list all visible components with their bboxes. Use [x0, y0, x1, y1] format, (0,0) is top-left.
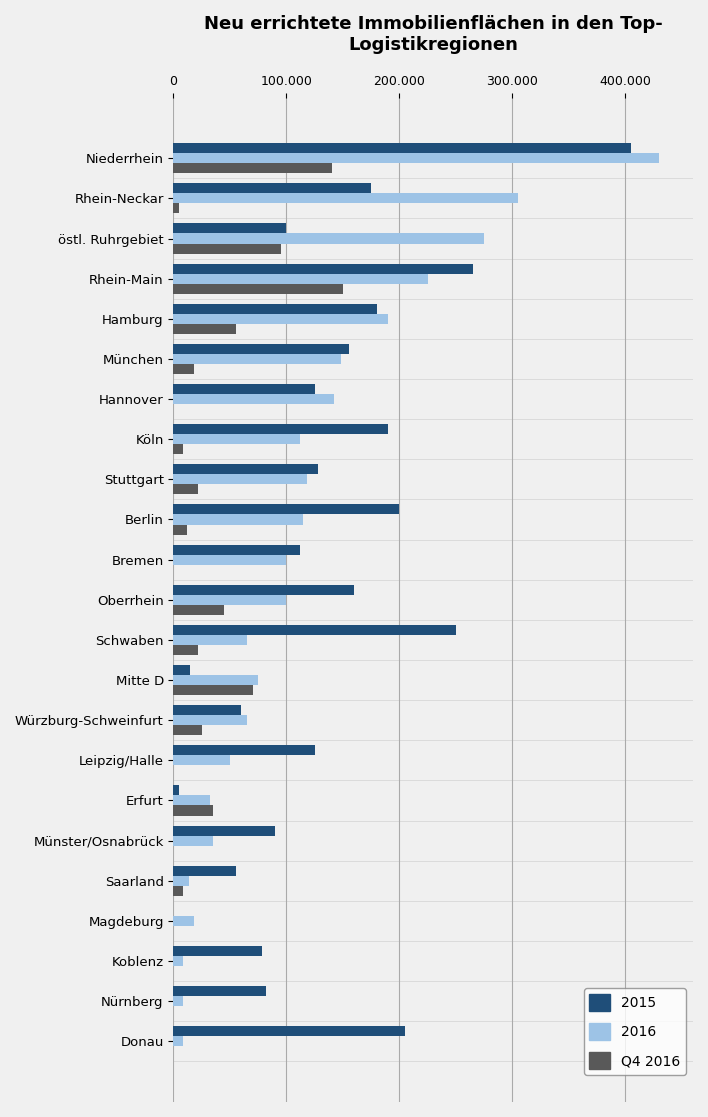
Bar — [173, 705, 241, 715]
Bar — [173, 634, 247, 645]
Bar — [173, 233, 484, 244]
Legend: 2015, 2016, Q4 2016: 2015, 2016, Q4 2016 — [584, 989, 686, 1075]
Bar — [173, 314, 388, 324]
Bar — [173, 505, 399, 515]
Bar — [173, 545, 300, 555]
Bar — [173, 645, 198, 655]
Bar — [173, 675, 258, 685]
Bar — [173, 163, 331, 173]
Bar — [173, 725, 202, 735]
Bar — [173, 424, 388, 435]
Bar — [173, 475, 307, 485]
Bar — [173, 1027, 405, 1037]
Bar — [173, 485, 198, 495]
Bar — [173, 384, 314, 394]
Bar — [173, 274, 428, 284]
Bar — [173, 435, 300, 445]
Bar — [173, 515, 303, 525]
Bar — [173, 203, 179, 213]
Bar — [173, 755, 230, 765]
Bar — [173, 604, 224, 614]
Bar — [173, 223, 287, 233]
Bar — [173, 364, 194, 374]
Bar — [173, 244, 281, 254]
Bar — [173, 916, 194, 926]
Bar — [173, 866, 236, 876]
Bar — [173, 785, 179, 795]
Bar — [173, 836, 213, 846]
Title: Neu errichtete Immobilienflächen in den Top-
Logistikregionen: Neu errichtete Immobilienflächen in den … — [204, 15, 663, 54]
Bar — [173, 324, 236, 334]
Bar — [173, 624, 456, 634]
Bar — [173, 795, 210, 805]
Bar — [173, 876, 189, 886]
Bar — [173, 956, 183, 966]
Bar — [173, 584, 354, 594]
Bar — [173, 183, 371, 193]
Bar — [173, 886, 183, 896]
Bar — [173, 344, 348, 354]
Bar — [173, 354, 341, 364]
Bar — [173, 555, 287, 564]
Bar — [173, 825, 275, 836]
Bar — [173, 304, 377, 314]
Bar — [173, 143, 631, 153]
Bar — [173, 594, 287, 604]
Bar — [173, 805, 213, 815]
Bar — [173, 525, 187, 535]
Bar — [173, 996, 183, 1006]
Bar — [173, 264, 473, 274]
Bar — [173, 986, 266, 996]
Bar — [173, 153, 659, 163]
Bar — [173, 284, 343, 294]
Bar — [173, 685, 253, 695]
Bar — [173, 394, 334, 404]
Bar — [173, 715, 247, 725]
Bar — [173, 745, 314, 755]
Bar — [173, 465, 318, 475]
Bar — [173, 946, 261, 956]
Bar — [173, 445, 183, 455]
Bar — [173, 193, 518, 203]
Bar — [173, 665, 190, 675]
Bar — [173, 1037, 183, 1047]
